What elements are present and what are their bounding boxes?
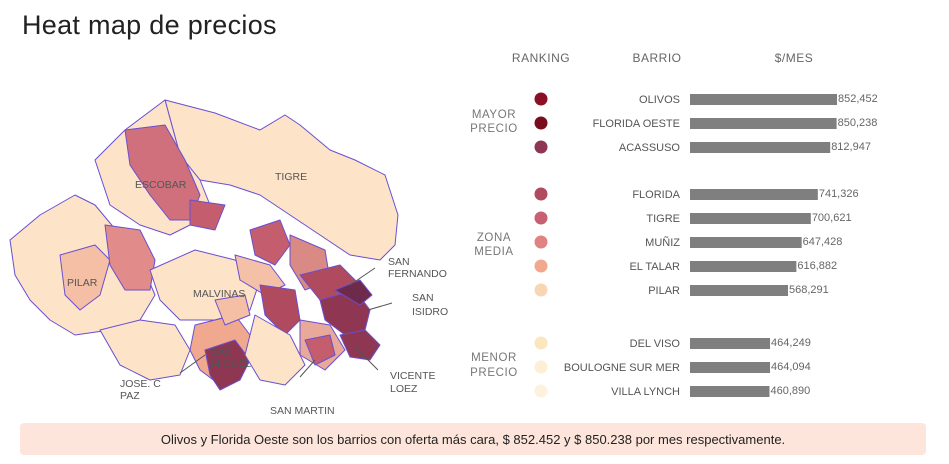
rank-dot [534, 211, 548, 225]
price-value: 812,947 [831, 141, 871, 153]
price-bar [690, 213, 811, 224]
rank-dot [534, 259, 548, 273]
barrio-name: FLORIDA [632, 189, 680, 201]
map-region-jose-c-paz [99, 319, 191, 381]
rank-dot [534, 235, 548, 249]
price-bar [690, 237, 802, 248]
map-region-san-martin [244, 314, 306, 386]
barrio-name: OLIVOS [639, 94, 680, 106]
price-value: 850,238 [838, 117, 878, 129]
price-value: 852,452 [838, 93, 878, 105]
price-value: 568,291 [789, 284, 829, 296]
price-bar [690, 142, 831, 153]
rank-dot [534, 336, 548, 350]
price-value: 700,621 [812, 212, 852, 224]
ranking-chart: RANKING BARRIO $/MES MAYOR PRECIO ZONA M… [470, 51, 878, 398]
map-label-san-martin: SAN MARTIN [270, 405, 335, 417]
barrio-name: BOULOGNE SUR MER [564, 362, 680, 374]
price-bar [690, 118, 837, 129]
group-media-line1: ZONA [477, 232, 511, 244]
map-label-san-fernando-1: SAN [388, 256, 410, 268]
group-menor-line1: MENOR [471, 352, 517, 364]
header-barrio: BARRIO [632, 51, 681, 65]
price-bar [690, 338, 771, 349]
map-label-escobar: ESCOBAR [135, 179, 187, 191]
price-bar [690, 386, 770, 397]
barrio-name: DEL VISO [630, 338, 681, 350]
map-label-san-isidro-2: ISIDRO [412, 306, 448, 318]
map-label-tigre: TIGRE [275, 171, 307, 183]
map-label-san-miguel-1: SAN [211, 346, 233, 358]
header-ranking: RANKING [512, 51, 570, 65]
price-value: 464,249 [771, 337, 811, 349]
group-mayor-line2: PRECIO [470, 123, 518, 135]
map-label-vicente-lopez-1: VICENTE [390, 370, 436, 382]
barrio-name: EL TALAR [629, 261, 680, 273]
price-bar [690, 362, 771, 373]
summary-banner: Olivos y Florida Oeste son los barrios c… [20, 423, 926, 455]
map-label-san-isidro-1: SAN [412, 292, 434, 304]
map-region-tigre [164, 99, 399, 261]
page-title: Heat map de precios [22, 10, 277, 40]
barrio-name: ACASSUSO [619, 142, 681, 154]
price-bar [690, 285, 788, 296]
map-label-san-miguel-2: MIGUEL [211, 358, 251, 370]
barrio-name: VILLA LYNCH [611, 386, 680, 398]
heat-map: ESCOBAR TIGRE PILAR MALVINAS SAN MIGUEL … [9, 99, 448, 417]
map-region-vicente-lopez [339, 329, 381, 361]
header-price: $/MES [775, 51, 814, 65]
rank-dot [534, 360, 548, 374]
barrio-name: MUÑIZ [645, 236, 680, 249]
rank-dot [534, 283, 548, 297]
map-label-pilar: PILAR [67, 277, 98, 289]
group-media-line2: MEDIA [474, 246, 513, 258]
price-bar [690, 189, 818, 200]
price-value: 616,882 [797, 260, 837, 272]
map-label-san-fernando-2: FERNANDO [388, 268, 447, 280]
rank-dot [534, 116, 548, 130]
barrio-name: TIGRE [646, 213, 680, 225]
price-bar [690, 261, 797, 272]
price-value: 460,890 [770, 385, 810, 397]
group-mayor-line1: MAYOR [472, 109, 516, 121]
rank-dot [534, 384, 548, 398]
map-label-malvinas: MALVINAS [193, 288, 245, 300]
rank-dot [534, 140, 548, 154]
price-value: 464,094 [771, 361, 811, 373]
price-value: 647,428 [803, 236, 843, 248]
price-bar [690, 94, 837, 105]
map-label-jose-c-paz-2: PAZ [120, 390, 140, 402]
price-value: 741,326 [819, 188, 859, 200]
barrio-name: FLORIDA OESTE [593, 118, 680, 130]
group-menor-line2: PRECIO [470, 367, 518, 379]
rank-dot [534, 187, 548, 201]
rank-dot [534, 92, 548, 106]
map-label-vicente-lopez-2: LOEZ [390, 383, 418, 395]
map-label-jose-c-paz-1: JOSE. C [120, 378, 161, 390]
barrio-name: PILAR [648, 285, 680, 297]
